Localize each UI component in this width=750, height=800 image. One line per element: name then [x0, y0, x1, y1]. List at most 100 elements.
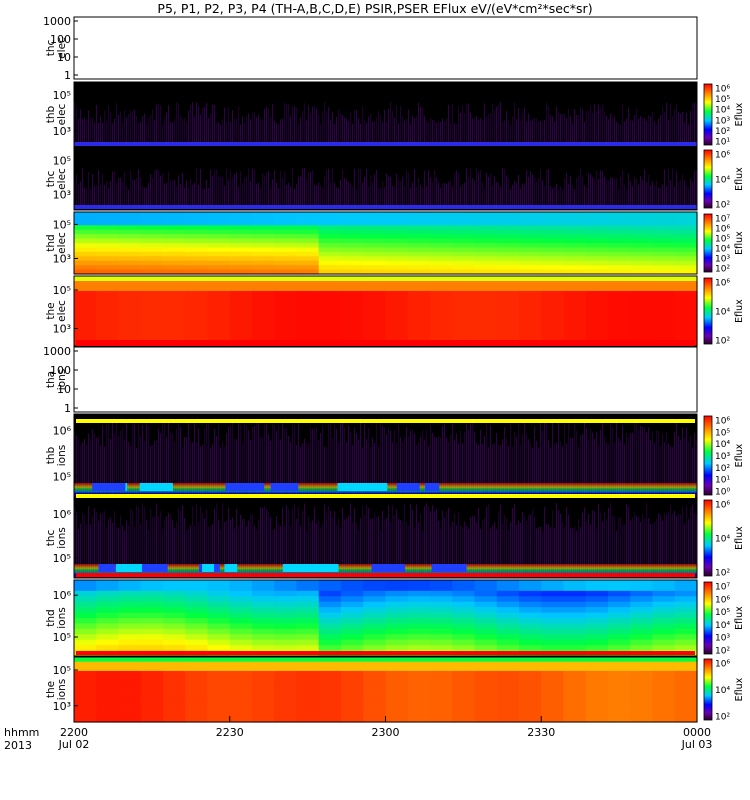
heatmap-cell [229, 296, 253, 302]
heatmap-cell [407, 684, 431, 691]
heatmap-cell [519, 286, 542, 292]
heatmap-cell [563, 291, 587, 297]
heatmap-cell [140, 694, 164, 700]
heatmap-cell [96, 634, 120, 641]
heatmap-cell [252, 675, 275, 681]
y-tick-label: 10 [57, 51, 71, 64]
heatmap-cell [496, 243, 520, 249]
heatmap-cell [674, 316, 698, 322]
heatmap-cell [207, 661, 231, 667]
heatmap-cell [163, 256, 186, 262]
heatmap-cell [630, 336, 654, 342]
heatmap-cell [385, 256, 409, 262]
heatmap-cell [585, 675, 609, 681]
heatmap-cell [652, 212, 676, 218]
heatmap-cell [274, 260, 298, 266]
heatmap-cell [452, 336, 476, 342]
heatmap-cell [585, 251, 609, 257]
heatmap-cell [274, 281, 298, 287]
heatmap-cell [452, 286, 476, 292]
heatmap-cell [296, 607, 320, 614]
heatmap-cell [563, 628, 587, 635]
heatmap-cell [630, 684, 654, 691]
heatmap-cell [407, 623, 431, 630]
heatmap-cell [296, 336, 320, 342]
heatmap-cell [207, 291, 231, 297]
heatmap-cell [118, 247, 142, 253]
heatmap-cell [430, 708, 453, 714]
heatmap-cell [519, 590, 542, 597]
heatmap-cell [252, 238, 275, 244]
heatmap-cell [585, 301, 609, 307]
heatmap-cell [563, 216, 587, 222]
heatmap-cell [318, 675, 342, 681]
heatmap-cell [452, 269, 476, 275]
heatmap-cell [608, 680, 631, 686]
heatmap-cell [318, 596, 342, 603]
heatmap-cell [630, 675, 654, 681]
heatmap-cell [74, 260, 97, 266]
heatmap-cell [185, 666, 209, 672]
heatmap-cell [585, 291, 609, 297]
heatmap-cell [207, 580, 231, 587]
heatmap-cell [385, 712, 409, 718]
heatmap-cell [274, 661, 298, 667]
heatmap-cell [318, 670, 342, 677]
heatmap-cell [407, 590, 431, 597]
heatmap-cell [385, 675, 409, 681]
heatmap-cell [118, 607, 142, 614]
heatmap-cell [563, 311, 587, 317]
heatmap-cell [363, 639, 387, 646]
heatmap-cell [318, 618, 342, 625]
heatmap-cell [385, 296, 409, 302]
y-axis-label: ions [56, 369, 68, 390]
heatmap-cell [563, 256, 587, 262]
heatmap-cell [474, 265, 498, 271]
heatmap-cell [496, 698, 520, 705]
heatmap-cell [363, 286, 387, 292]
heatmap-cell [496, 623, 520, 630]
heatmap-cell [474, 717, 498, 723]
heatmap-cell [96, 256, 120, 262]
heatmap-cell [296, 708, 320, 714]
heatmap-cell [496, 269, 520, 275]
heatmap-cell [519, 260, 542, 266]
heatmap-cell [318, 336, 342, 342]
heatmap-cell [318, 311, 342, 317]
heatmap-cell [674, 596, 698, 603]
heatmap-cell [474, 680, 498, 686]
heatmap-cell [140, 234, 164, 240]
heatmap-cell [341, 601, 364, 608]
heatmap-cell [430, 321, 453, 327]
heatmap-cell [608, 276, 631, 282]
heatmap-cell [296, 623, 320, 630]
heatmap-cell [363, 601, 387, 608]
y-axis-label: elec [56, 300, 68, 322]
panel-frame [73, 211, 698, 275]
heatmap-cell [363, 680, 387, 686]
heatmap-cell [407, 717, 431, 723]
heatmap-cell [519, 618, 542, 625]
heatmap-cell [207, 680, 231, 686]
heatmap-cell [519, 229, 542, 235]
heatmap-cell [608, 590, 631, 597]
heatmap-cell [96, 657, 120, 663]
colorbar-title: Eflux [734, 606, 745, 630]
heatmap-cell [341, 666, 364, 672]
heatmap-cell [630, 225, 654, 231]
heatmap-cell [608, 580, 631, 587]
heatmap-cell [585, 260, 609, 266]
heatmap-cell [252, 336, 275, 342]
heatmap-cell [608, 247, 631, 253]
heatmap-cell [519, 698, 542, 705]
heatmap-cell [652, 694, 676, 700]
ion-flux-blob [224, 564, 238, 572]
heatmap-cell [163, 247, 186, 253]
heatmap-cell [363, 607, 387, 614]
heatmap-cell [496, 708, 520, 714]
heatmap-cell [608, 661, 631, 667]
heatmap-cell [430, 698, 453, 705]
heatmap-cell [252, 639, 275, 646]
heatmap-cell [652, 301, 676, 307]
heatmap-cell [318, 216, 342, 222]
